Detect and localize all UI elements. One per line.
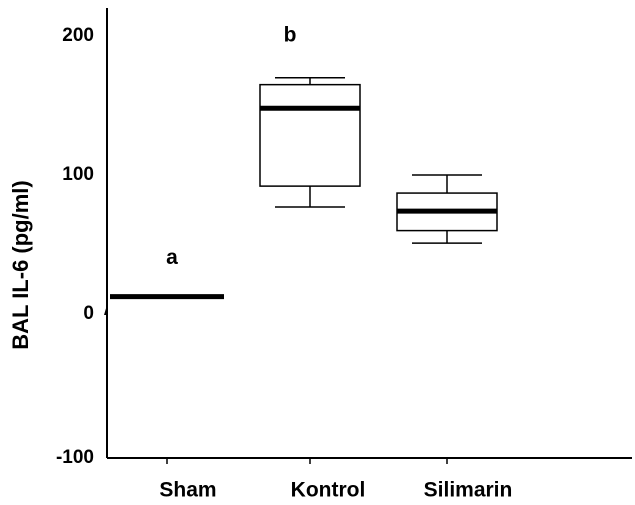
y-axis-ticks: 200 100 0 -100 [56,25,94,468]
group-letter-kontrol: b [284,24,297,47]
y-tick-label: -100 [56,447,94,468]
y-tick-label: 200 [62,25,94,46]
y-tick-label: 0 [83,303,94,324]
iqr-box [259,83,361,187]
box-kontrol: b [259,24,361,208]
y-axis-title: BAL IL-6 (pg/ml) [8,180,33,349]
axes [104,8,632,464]
category-labels: Sham Kontrol Silimarin [159,479,512,502]
box-plot-series: ab [110,24,498,300]
box-sham: a [110,246,224,300]
x-tick-label-kontrol: Kontrol [291,479,366,502]
y-tick-label: 100 [62,164,94,185]
box-silimarin [396,174,498,244]
x-tick-label-silimarin: Silimarin [424,479,513,502]
x-tick-label-sham: Sham [159,479,216,502]
group-letter-sham: a [166,246,178,269]
y-axis-break-mark [104,305,108,315]
